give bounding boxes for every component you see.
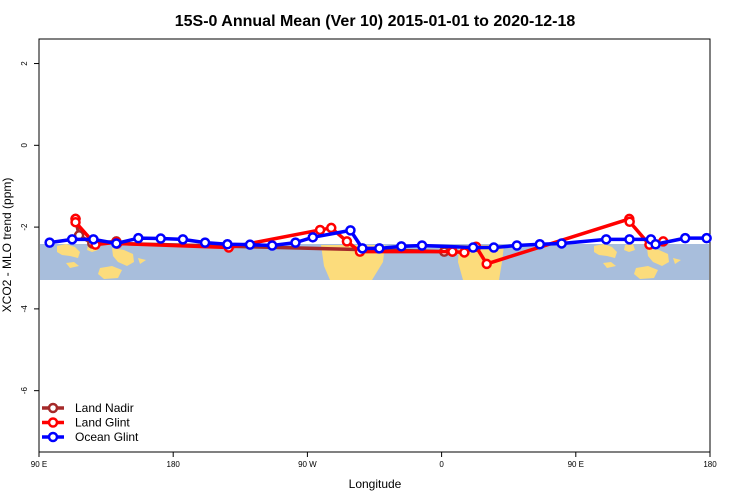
data-point: [177, 234, 189, 245]
y-tick-label: -6: [20, 387, 29, 395]
legend-label: Land Glint: [75, 416, 130, 430]
land-newguinea-left: [112, 248, 134, 266]
x-tick-label: 90 E: [568, 460, 584, 469]
land-indonesia-right: [594, 244, 617, 258]
legend-marker: [47, 402, 59, 414]
data-point: [244, 239, 256, 250]
data-point: [44, 237, 55, 248]
data-point: [511, 240, 523, 251]
x-tick-label: 0: [439, 460, 444, 469]
land-africa: [458, 245, 504, 280]
data-point: [199, 237, 211, 248]
data-point: [290, 237, 301, 248]
data-point: [416, 240, 428, 251]
series-layer: [44, 213, 712, 270]
land-newguinea-right: [647, 248, 669, 266]
legend-marker: [47, 417, 59, 428]
x-tick-label: 180: [167, 460, 181, 469]
legend-label: Ocean Glint: [75, 430, 139, 444]
legend-item: Ocean Glint: [42, 430, 139, 444]
data-point: [624, 234, 635, 245]
data-point: [679, 232, 691, 244]
plot-frame: [38, 38, 711, 453]
data-point: [266, 240, 278, 251]
data-point: [488, 242, 500, 253]
x-axis: 90 E 180 90 W 0 90 E 180: [31, 452, 717, 469]
x-tick-label: 90 E: [31, 460, 47, 469]
data-point: [111, 238, 122, 249]
legend-marker: [47, 431, 59, 443]
y-axis: 2 0 -2 -4 -6: [20, 61, 39, 394]
data-point: [326, 222, 337, 234]
legend-item: Land Glint: [42, 416, 130, 430]
data-point: [66, 234, 78, 245]
land-south-america: [321, 245, 385, 280]
data-point: [155, 233, 166, 244]
data-point: [467, 242, 479, 253]
data-point: [314, 224, 326, 236]
x-axis-label: Longitude: [349, 477, 402, 491]
data-point: [447, 246, 458, 257]
data-point: [556, 238, 567, 249]
x-tick-label: 90 W: [298, 460, 317, 469]
data-point: [88, 234, 99, 245]
data-point: [459, 247, 470, 258]
data-point: [374, 243, 385, 254]
y-tick-label: 0: [20, 143, 29, 148]
legend-item: Land Nadir: [42, 401, 134, 415]
data-point: [222, 239, 233, 250]
y-tick-label: 2: [20, 61, 29, 66]
series-ocean-glint: [44, 225, 712, 254]
land-islands-left: [66, 258, 146, 268]
data-point: [650, 239, 661, 250]
data-point: [341, 236, 353, 247]
data-point: [624, 216, 635, 228]
data-point: [70, 216, 81, 228]
land-borneo-right: [624, 244, 635, 252]
land-indonesia-left: [57, 244, 80, 258]
legend-label: Land Nadir: [75, 401, 134, 415]
data-point: [345, 225, 356, 236]
data-point: [600, 234, 612, 245]
land-australia-right: [634, 266, 658, 279]
data-point: [307, 232, 319, 243]
land-islands-right: [603, 258, 681, 268]
land-australia-left: [98, 266, 122, 279]
chart-title: 15S-0 Annual Mean (Ver 10) 2015-01-01 to…: [175, 13, 576, 30]
y-axis-label: XCO2 - MLO trend (ppm): [0, 178, 14, 313]
y-tick-label: -2: [20, 223, 29, 231]
data-point: [534, 239, 546, 250]
data-point: [133, 232, 144, 244]
x-tick-label: 180: [703, 460, 717, 469]
y-tick-label: -4: [20, 305, 29, 313]
data-point: [357, 243, 368, 254]
data-point: [396, 241, 407, 252]
data-point: [481, 258, 492, 270]
data-point: [701, 232, 712, 244]
